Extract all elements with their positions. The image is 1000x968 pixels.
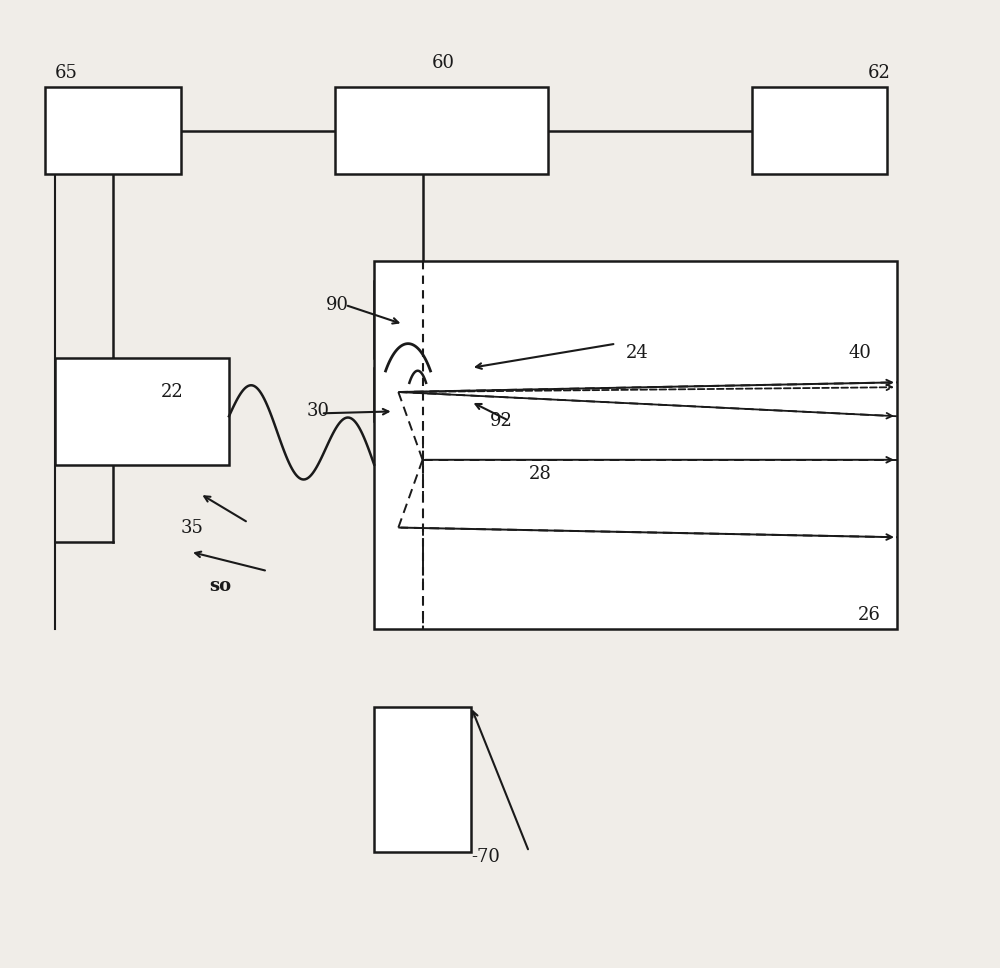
- Text: 26: 26: [858, 606, 881, 623]
- Text: -70: -70: [471, 848, 500, 865]
- FancyBboxPatch shape: [55, 358, 229, 465]
- Text: 60: 60: [432, 54, 455, 72]
- Text: so: so: [210, 577, 232, 594]
- Text: 65: 65: [55, 64, 78, 81]
- Text: 30: 30: [306, 403, 329, 420]
- Text: 90: 90: [326, 296, 349, 314]
- FancyBboxPatch shape: [374, 368, 471, 421]
- Text: 92: 92: [490, 412, 513, 430]
- Text: 28: 28: [529, 466, 552, 483]
- FancyBboxPatch shape: [374, 281, 471, 358]
- Text: 22: 22: [161, 383, 184, 401]
- Text: 62: 62: [868, 64, 891, 81]
- FancyBboxPatch shape: [752, 87, 887, 174]
- Text: 40: 40: [848, 345, 871, 362]
- Text: 24: 24: [626, 345, 649, 362]
- FancyBboxPatch shape: [374, 707, 471, 852]
- FancyBboxPatch shape: [45, 87, 181, 174]
- Text: 35: 35: [181, 519, 203, 536]
- FancyBboxPatch shape: [374, 261, 897, 629]
- FancyBboxPatch shape: [335, 87, 548, 174]
